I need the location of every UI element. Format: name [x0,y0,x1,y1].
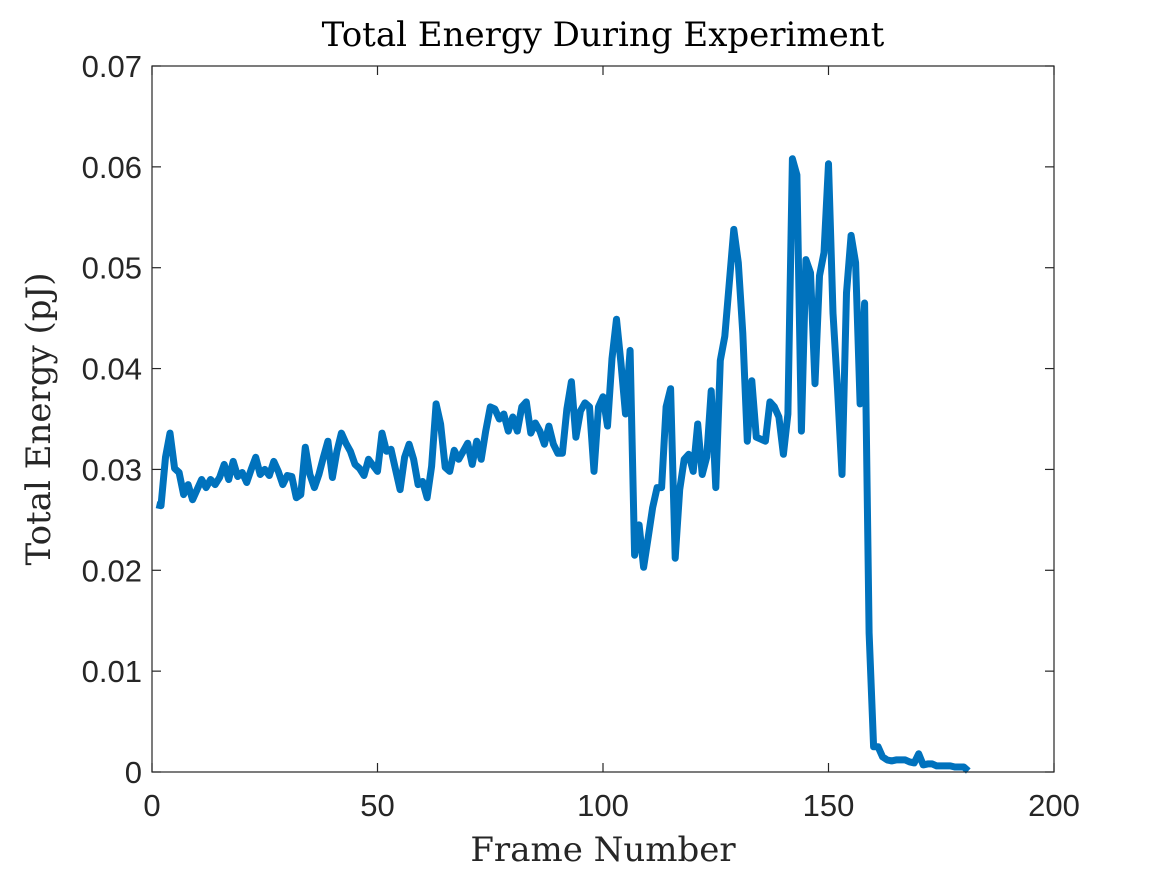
x-axis-label: Frame Number [470,830,736,870]
y-tick-label: 0.04 [82,352,142,387]
y-tick-marks [152,65,1054,773]
y-tick-label: 0.02 [82,553,142,588]
y-tick-label: 0.07 [82,49,142,84]
x-tick-label: 200 [1028,788,1080,823]
y-tick-label: 0.01 [82,654,142,689]
y-tick-label: 0 [125,755,142,790]
x-tick-label: 50 [360,788,394,823]
series-lines [155,155,971,774]
y-axis-label: Total Energy (pJ) [19,273,59,566]
x-tick-label: 100 [577,788,629,823]
y-tick-label: 0.03 [82,452,142,487]
y-tick-label: 0.06 [82,150,142,185]
x-tick-label: 150 [803,788,855,823]
series-line-total-energy [155,155,971,774]
y-tick-labels: 0 0.01 0.02 0.03 0.04 0.05 0.06 0.07 [82,49,142,790]
y-tick-label: 0.05 [82,251,142,286]
x-tick-labels: 0 50 100 150 200 [143,788,1079,823]
x-tick-label: 0 [143,788,160,823]
chart-title: Total Energy During Experiment [322,15,885,55]
axes-box [151,65,1055,773]
